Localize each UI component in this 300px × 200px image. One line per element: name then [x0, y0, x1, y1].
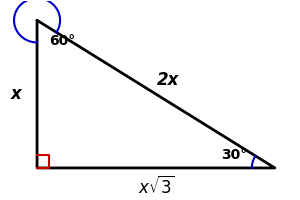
Text: x: x [11, 85, 22, 103]
Text: $x\sqrt{3}$: $x\sqrt{3}$ [138, 176, 174, 198]
Text: 60°: 60° [49, 34, 75, 48]
Text: 30°: 30° [221, 148, 248, 162]
Text: 2x: 2x [157, 71, 180, 89]
